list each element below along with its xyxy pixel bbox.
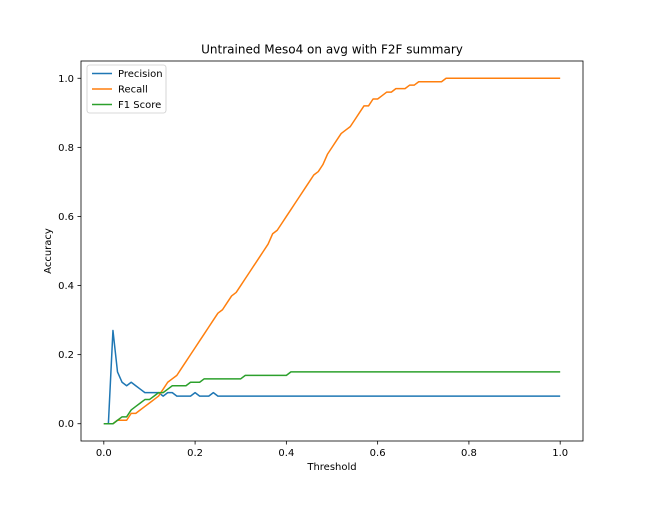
y-tick-label: 0.8 <box>58 143 74 154</box>
legend-label-f1-score: F1 Score <box>118 100 161 111</box>
legend: Precision Recall F1 Score <box>86 64 167 114</box>
x-tick-label: 0.4 <box>278 448 294 459</box>
series-layer <box>103 77 561 425</box>
x-tick-label: 0.8 <box>461 448 477 459</box>
y-tick-label: 0.6 <box>58 212 74 223</box>
plot-frame <box>80 60 584 442</box>
y-axis-label: Accuracy <box>43 228 54 274</box>
series-line-precision <box>103 329 561 425</box>
x-tick-label: 1.0 <box>552 448 568 459</box>
legend-label-recall: Recall <box>118 85 148 96</box>
legend-label-precision: Precision <box>118 69 163 80</box>
x-axis-ticks: 0.0 0.2 0.4 0.6 0.8 1.0 <box>96 441 568 459</box>
x-axis-label: Threshold <box>306 462 356 473</box>
x-tick-label: 0.2 <box>187 448 203 459</box>
y-tick-label: 0.2 <box>58 350 74 361</box>
y-tick-label: 1.0 <box>58 74 74 85</box>
series-line-recall <box>103 77 561 425</box>
x-tick-label: 0.6 <box>370 448 386 459</box>
y-axis-ticks: 0.0 0.2 0.4 0.6 0.8 1.0 <box>58 74 81 430</box>
y-tick-label: 0.4 <box>58 281 74 292</box>
y-tick-label: 0.0 <box>58 419 74 430</box>
x-tick-label: 0.0 <box>96 448 112 459</box>
legend-box <box>86 64 167 114</box>
chart-title: Untrained Meso4 on avg with F2F summary <box>201 43 463 57</box>
series-line-f1-score <box>103 371 561 425</box>
